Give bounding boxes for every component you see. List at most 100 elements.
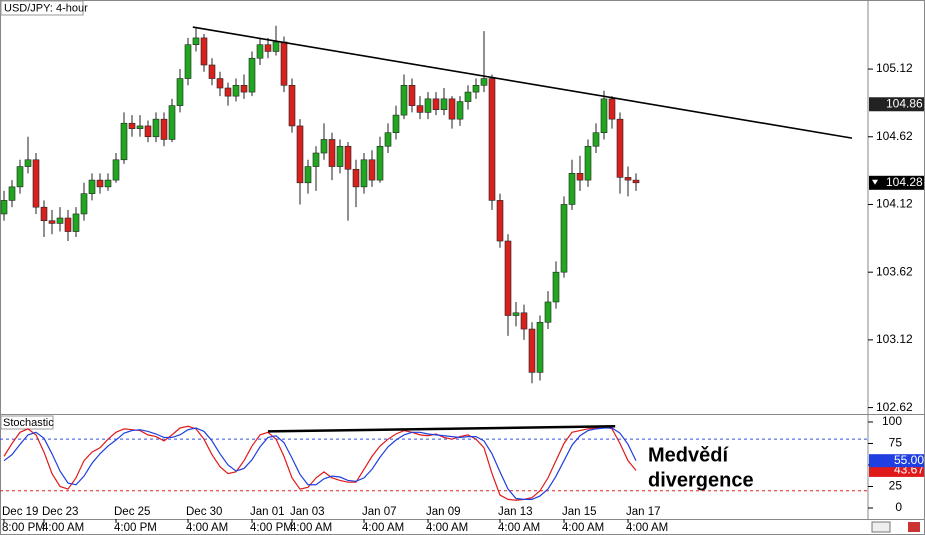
candle-body xyxy=(40,206,48,222)
candle-body xyxy=(240,85,248,93)
candle-body xyxy=(0,200,8,215)
candle-body xyxy=(104,179,112,188)
title-box xyxy=(0,0,84,16)
stochastic-line xyxy=(3,425,637,501)
y-tick-label: 100 xyxy=(882,414,902,428)
candle-body xyxy=(32,159,40,208)
last-price-marker xyxy=(869,175,924,190)
stochastic-line xyxy=(3,427,637,500)
candle-body xyxy=(176,78,184,106)
candle-body xyxy=(8,186,16,201)
candle-body xyxy=(80,193,88,215)
x-tick-label: Jan 01 xyxy=(250,506,285,518)
x-tick-label: 4:00 AM xyxy=(290,522,332,534)
candle-body xyxy=(600,98,608,134)
y-tick-label: 0 xyxy=(895,500,902,514)
candle-body xyxy=(320,139,328,154)
x-tick-label: 4:00 AM xyxy=(626,522,668,534)
candle-body xyxy=(200,37,208,66)
y-tick-label: 102.62 xyxy=(876,400,913,414)
candle-body xyxy=(136,125,144,129)
divergence-line xyxy=(267,425,616,433)
x-tick-label: 8:00 PM xyxy=(2,522,45,534)
candle-body xyxy=(624,177,632,181)
candle-body xyxy=(288,85,296,127)
annotation: Medvědí xyxy=(648,444,729,466)
x-tick-label: Jan 15 xyxy=(562,506,597,518)
candle-body xyxy=(224,87,232,97)
x-tick-label: Dec 19 xyxy=(2,506,38,518)
candle-body xyxy=(464,91,472,102)
candle-body xyxy=(392,114,400,134)
x-tick-label: Dec 23 xyxy=(42,506,78,518)
candle-body xyxy=(448,98,456,120)
x-tick-label: 4:00 AM xyxy=(498,522,540,534)
x-tick-label: 4:00 PM xyxy=(114,522,157,534)
last-price-label: 104.28 xyxy=(886,175,923,189)
candle-body xyxy=(216,78,224,89)
x-tick-label: 4:00 PM xyxy=(250,522,293,534)
trendline xyxy=(192,26,853,139)
candle-body xyxy=(112,159,120,181)
y-tick-label: 103.62 xyxy=(876,264,913,278)
y-tick-label: 75 xyxy=(889,436,903,450)
candle-body xyxy=(544,301,552,323)
x-tick-label: Jan 03 xyxy=(290,506,325,518)
candle-body xyxy=(416,105,424,113)
candle-body xyxy=(232,85,240,97)
price-marker-label: 104.86 xyxy=(886,96,923,110)
candle-body xyxy=(208,64,216,79)
candle-body xyxy=(72,213,80,232)
candle-body xyxy=(336,145,344,167)
candle-body xyxy=(24,159,32,167)
candle-body xyxy=(144,125,152,138)
candle-body xyxy=(16,166,24,188)
x-tick-label: 4:00 AM xyxy=(426,522,468,534)
x-tick-label: 4:00 AM xyxy=(362,522,404,534)
candle-body xyxy=(344,145,352,170)
y-tick-label: 104.62 xyxy=(876,129,913,143)
candle-body xyxy=(280,41,288,86)
candle-body xyxy=(168,105,176,140)
scroll-icon[interactable] xyxy=(871,521,891,533)
y-tick-label: 25 xyxy=(889,479,903,493)
candle-body xyxy=(312,152,320,167)
candle-body xyxy=(488,78,496,201)
candle-body xyxy=(472,85,480,93)
chart-title: USD/JPY: 4-hour xyxy=(4,2,88,14)
candle-body xyxy=(432,98,440,110)
candle-body xyxy=(376,145,384,181)
end-icon[interactable] xyxy=(908,522,920,532)
candle-body xyxy=(408,85,416,106)
x-tick-label: Jan 07 xyxy=(362,506,397,518)
candle-body xyxy=(96,179,104,188)
candle-body xyxy=(128,122,136,129)
candle-body xyxy=(368,159,376,181)
candle-body xyxy=(120,122,128,161)
panel-title: Stochastic xyxy=(3,417,54,429)
candle-body xyxy=(88,179,96,194)
candle-body xyxy=(64,217,72,232)
candle-body xyxy=(560,204,568,273)
candle-body xyxy=(264,44,272,52)
candle-body xyxy=(616,118,624,178)
x-tick-label: Jan 09 xyxy=(426,506,461,518)
candle-body xyxy=(536,321,544,373)
candle-body xyxy=(184,44,192,79)
candle-body xyxy=(272,41,280,52)
x-tick-label: 4:00 AM xyxy=(42,522,84,534)
x-tick-label: Jan 17 xyxy=(626,506,661,518)
candle-body xyxy=(424,98,432,113)
candle-body xyxy=(528,328,536,373)
candle-body xyxy=(304,166,312,184)
candle-body xyxy=(248,57,256,93)
candle-body xyxy=(384,132,392,147)
y-tick-label: 103.12 xyxy=(876,332,913,346)
candle-body xyxy=(480,78,488,86)
y-tick-label: 105.12 xyxy=(876,61,913,75)
candle-body xyxy=(152,118,160,138)
candle-body xyxy=(48,220,56,224)
candle-body xyxy=(160,118,168,140)
